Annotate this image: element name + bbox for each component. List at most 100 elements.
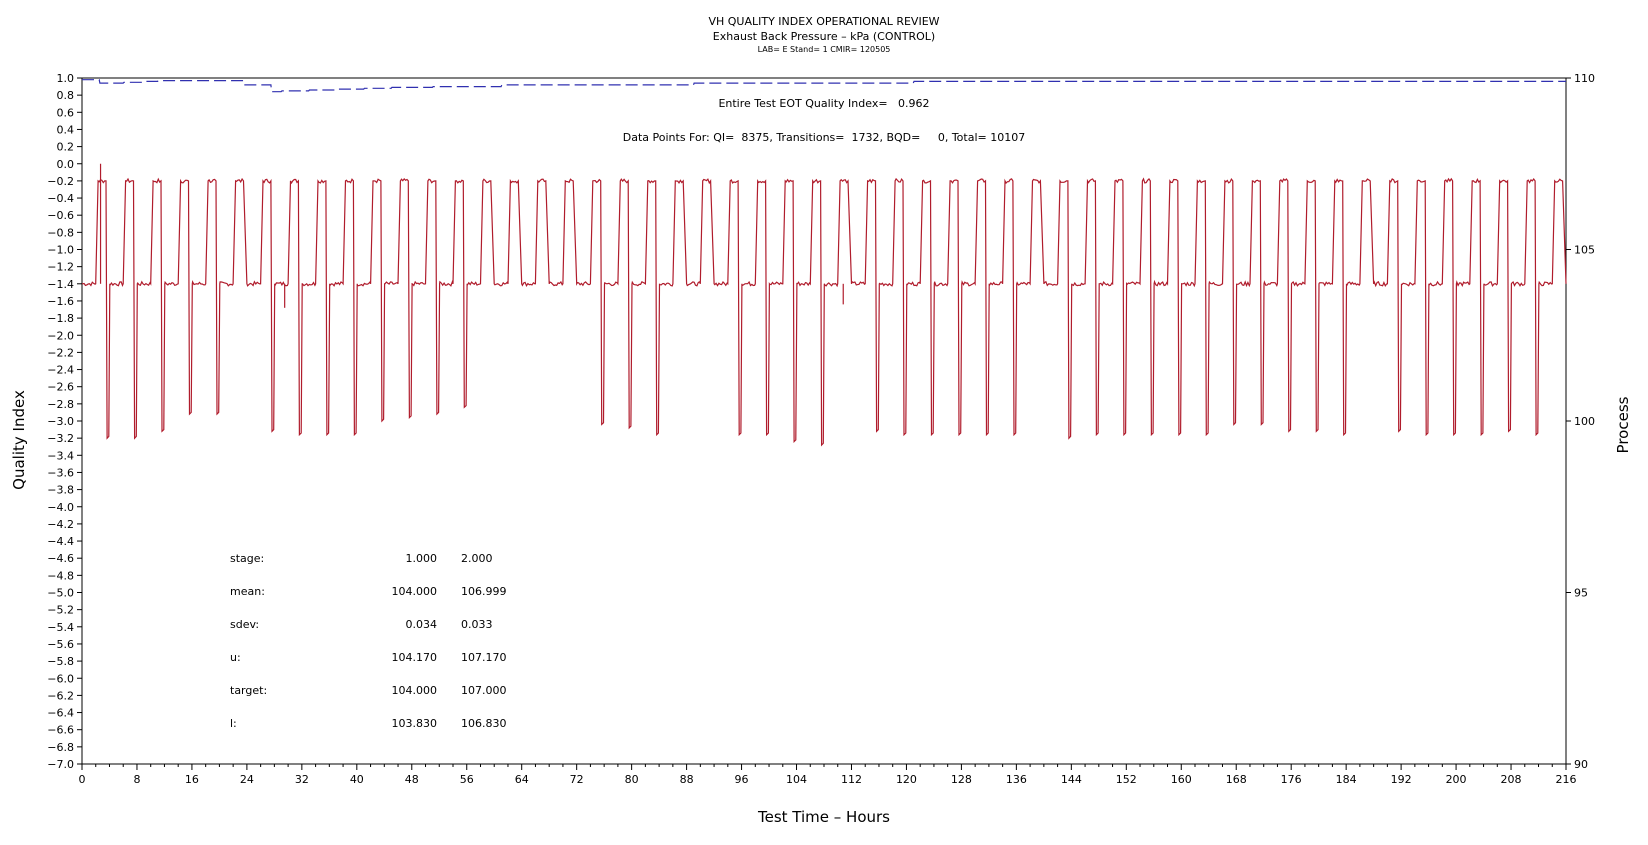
- y-left-tick-label: −4.0: [47, 501, 74, 514]
- y-left-tick-label: −5.8: [47, 655, 74, 668]
- y-left-tick-label: −7.0: [47, 758, 74, 771]
- y-left-tick-label: −4.2: [47, 518, 74, 531]
- y-left-tick-label: −5.2: [47, 604, 74, 617]
- y-left-tick-label: 0.6: [57, 106, 75, 119]
- stats-row-label: stage:: [230, 552, 264, 565]
- stats-row-value-stage1: 104.170: [392, 651, 438, 664]
- y-left-tick-label: −6.4: [47, 707, 74, 720]
- y-left-tick-label: −1.2: [47, 261, 74, 274]
- y-left-tick-label: −4.8: [47, 569, 74, 582]
- x-tick-label: 120: [896, 773, 917, 786]
- stats-row-value-stage1: 103.830: [392, 717, 438, 730]
- y-left-tick-label: −0.2: [47, 175, 74, 188]
- stats-row-value-stage2: 2.000: [461, 552, 493, 565]
- y-left-tick-label: −6.2: [47, 689, 74, 702]
- y-right-tick-label: 110: [1574, 72, 1595, 85]
- stats-row-value-stage1: 1.000: [406, 552, 438, 565]
- x-axis-label: Test Time – Hours: [757, 808, 890, 826]
- x-tick-label: 144: [1061, 773, 1082, 786]
- stats-row-value-stage1: 104.000: [392, 684, 438, 697]
- x-tick-label: 48: [405, 773, 419, 786]
- y-left-tick-label: −5.4: [47, 621, 74, 634]
- y-left-tick-label: −5.0: [47, 587, 74, 600]
- x-tick-label: 64: [515, 773, 529, 786]
- y-left-tick-label: 1.0: [57, 72, 75, 85]
- y-left-tick-label: −0.6: [47, 209, 74, 222]
- x-tick-label: 160: [1171, 773, 1192, 786]
- x-tick-label: 40: [350, 773, 364, 786]
- y-left-tick-label: −6.0: [47, 672, 74, 685]
- stats-row-label: l:: [230, 717, 237, 730]
- x-axis: 0 8 16 24 32 40 48 56 64 72 80 88 96 104 112 120 128 136 1…: [79, 764, 1577, 786]
- y-left-tick-label: −1.4: [47, 278, 74, 291]
- y-left-tick-label: −5.6: [47, 638, 74, 651]
- x-tick-label: 104: [786, 773, 807, 786]
- y-left-tick-label: −2.8: [47, 398, 74, 411]
- x-tick-label: 192: [1391, 773, 1412, 786]
- data-points-annotation: Data Points For: QI= 8375, Transitions= …: [623, 131, 1025, 144]
- x-tick-label: 96: [735, 773, 749, 786]
- x-tick-label: 152: [1116, 773, 1137, 786]
- y-left-tick-label: −1.0: [47, 244, 74, 257]
- left-axis: 1.0 0.8 0.6 0.4 0.2 0.0 −0.2 −0.4 −0.6 −0.8 −1.0 −1…: [47, 72, 82, 771]
- y-left-tick-label: −3.8: [47, 484, 74, 497]
- chart-subtitle: Exhaust Back Pressure – kPa (CONTROL): [713, 30, 935, 43]
- y-left-tick-label: −0.4: [47, 192, 74, 205]
- x-tick-label: 32: [295, 773, 309, 786]
- y-left-tick-label: −2.6: [47, 381, 74, 394]
- y-right-tick-label: 95: [1574, 587, 1588, 600]
- y-left-tick-label: −2.0: [47, 329, 74, 342]
- chart-title: VH QUALITY INDEX OPERATIONAL REVIEW: [708, 15, 939, 28]
- chart-info-line: LAB= E Stand= 1 CMIR= 120505: [758, 45, 891, 54]
- eot-quality-index-annotation: Entire Test EOT Quality Index= 0.962: [718, 97, 929, 110]
- x-tick-label: 184: [1336, 773, 1357, 786]
- x-tick-label: 112: [841, 773, 862, 786]
- x-tick-label: 56: [460, 773, 474, 786]
- y-axis-label-left: Quality Index: [10, 390, 28, 490]
- x-tick-label: 128: [951, 773, 972, 786]
- stats-row-label: u:: [230, 651, 241, 664]
- process-line: [82, 177, 1567, 447]
- stats-row-value-stage2: 107.170: [461, 651, 507, 664]
- y-left-tick-label: 0.8: [57, 89, 75, 102]
- x-tick-label: 72: [570, 773, 584, 786]
- stats-row-label: mean:: [230, 585, 265, 598]
- y-axis-label-right: Process: [1614, 396, 1632, 453]
- stats-row-value-stage2: 106.999: [461, 585, 507, 598]
- stats-row-label: sdev:: [230, 618, 259, 631]
- y-left-tick-label: −3.4: [47, 449, 74, 462]
- y-left-tick-label: −2.2: [47, 346, 74, 359]
- x-tick-label: 208: [1501, 773, 1522, 786]
- stats-row-value-stage1: 104.000: [392, 585, 438, 598]
- y-left-tick-label: −6.6: [47, 724, 74, 737]
- x-tick-label: 8: [133, 773, 140, 786]
- y-left-tick-label: 0.4: [57, 123, 75, 136]
- x-tick-label: 200: [1446, 773, 1467, 786]
- y-left-tick-label: −2.4: [47, 364, 74, 377]
- stats-row-value-stage1: 0.034: [406, 618, 438, 631]
- quality-index-line: [82, 79, 1566, 93]
- y-left-tick-label: −3.0: [47, 415, 74, 428]
- right-axis: 110 105 100 95 90: [1566, 72, 1595, 771]
- y-left-tick-label: −1.6: [47, 295, 74, 308]
- series-layer: [82, 79, 1567, 447]
- y-left-tick-label: −0.8: [47, 226, 74, 239]
- stats-table: stage: 1.000 2.000 mean: 104.000 106.999 sdev:…: [230, 552, 507, 730]
- stats-row-value-stage2: 106.830: [461, 717, 507, 730]
- y-right-tick-label: 100: [1574, 415, 1595, 428]
- y-right-tick-label: 90: [1574, 758, 1588, 771]
- stats-row-value-stage2: 0.033: [461, 618, 493, 631]
- x-tick-label: 0: [79, 773, 86, 786]
- y-left-tick-label: −4.4: [47, 535, 74, 548]
- x-tick-label: 88: [680, 773, 694, 786]
- y-left-tick-label: −1.8: [47, 312, 74, 325]
- x-tick-label: 24: [240, 773, 254, 786]
- y-left-tick-label: −3.6: [47, 466, 74, 479]
- y-left-tick-label: −3.2: [47, 432, 74, 445]
- x-tick-label: 136: [1006, 773, 1027, 786]
- stats-row-label: target:: [230, 684, 267, 697]
- x-tick-label: 216: [1556, 773, 1577, 786]
- x-tick-label: 16: [185, 773, 199, 786]
- y-left-tick-label: 0.0: [57, 158, 75, 171]
